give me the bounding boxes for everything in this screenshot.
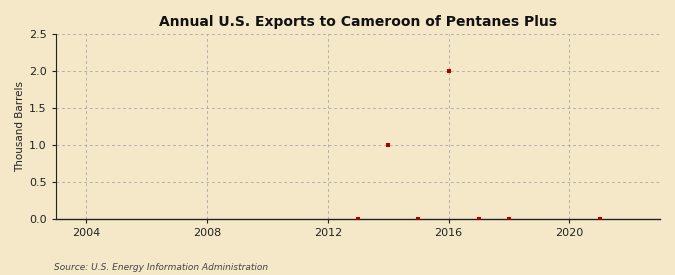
Title: Annual U.S. Exports to Cameroon of Pentanes Plus: Annual U.S. Exports to Cameroon of Penta… [159,15,557,29]
Point [443,69,454,73]
Point [352,217,363,221]
Text: Source: U.S. Energy Information Administration: Source: U.S. Energy Information Administ… [54,263,268,272]
Point [504,217,514,221]
Y-axis label: Thousand Barrels: Thousand Barrels [15,81,25,172]
Point [413,217,424,221]
Point [594,217,605,221]
Point [473,217,484,221]
Point [383,143,394,147]
